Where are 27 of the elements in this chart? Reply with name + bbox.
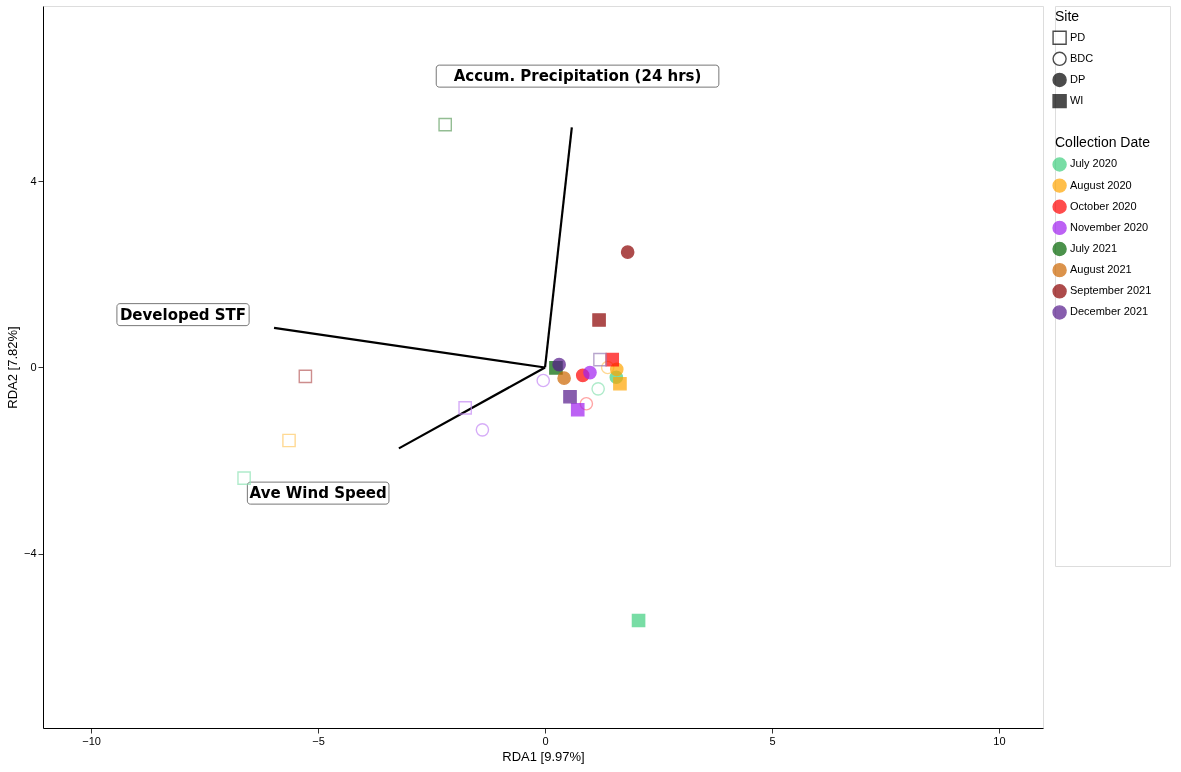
legend-label: PD xyxy=(1069,30,1086,43)
y-tick-label: −4 xyxy=(23,547,37,560)
annotation: Developed STF xyxy=(119,305,247,324)
legend-label: DP xyxy=(1069,72,1086,85)
legend-label: July 2021 xyxy=(1069,242,1118,255)
legend-label: December 2021 xyxy=(1069,305,1149,318)
y-tick-label: 0 xyxy=(30,360,37,373)
annotation: Accum. Precipitation (24 hrs) xyxy=(453,67,702,86)
legend-title: Collection Date xyxy=(1055,134,1151,151)
y-axis-title: RDA2 [7.82%] xyxy=(4,326,20,409)
y-tick-label: 4 xyxy=(30,174,37,187)
legend-label: BDC xyxy=(1069,51,1094,64)
legend-label: August 2021 xyxy=(1069,263,1132,276)
text: Site xyxy=(1055,7,1080,24)
x-tick-label: −10 xyxy=(82,734,101,747)
legend-label: November 2020 xyxy=(1069,220,1149,233)
x-tick-label: −5 xyxy=(312,734,325,747)
legend-label: October 2020 xyxy=(1069,199,1137,212)
x-axis-title: RDA1 [9.97%] xyxy=(502,748,585,764)
legend-label: WI xyxy=(1069,94,1084,107)
legend-label: August 2020 xyxy=(1069,178,1132,191)
x-tick-label: 5 xyxy=(769,734,776,747)
annotation: Ave Wind Speed xyxy=(249,484,387,503)
legend-label: July 2020 xyxy=(1069,157,1118,170)
x-tick-label: 0 xyxy=(542,734,549,747)
x-tick-label: 10 xyxy=(993,734,1006,747)
legend-label: September 2021 xyxy=(1069,284,1152,297)
